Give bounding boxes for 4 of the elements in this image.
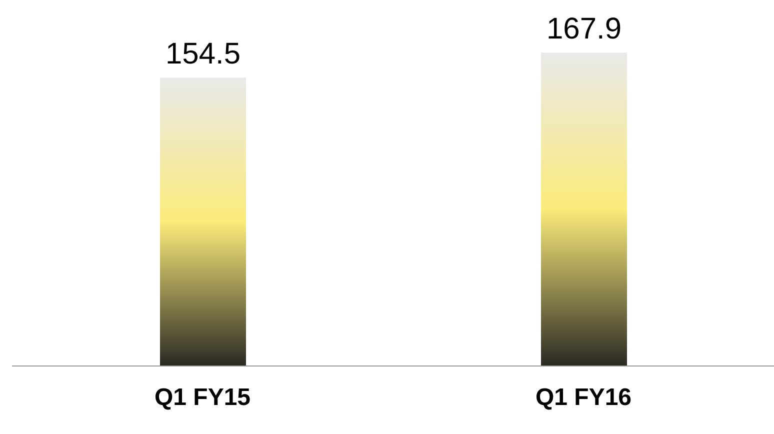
x-tick-label: Q1 FY16	[535, 384, 632, 412]
x-tick-label: Q1 FY15	[154, 384, 251, 412]
data-label: 154.5	[165, 38, 241, 71]
data-label: 167.9	[546, 12, 622, 46]
